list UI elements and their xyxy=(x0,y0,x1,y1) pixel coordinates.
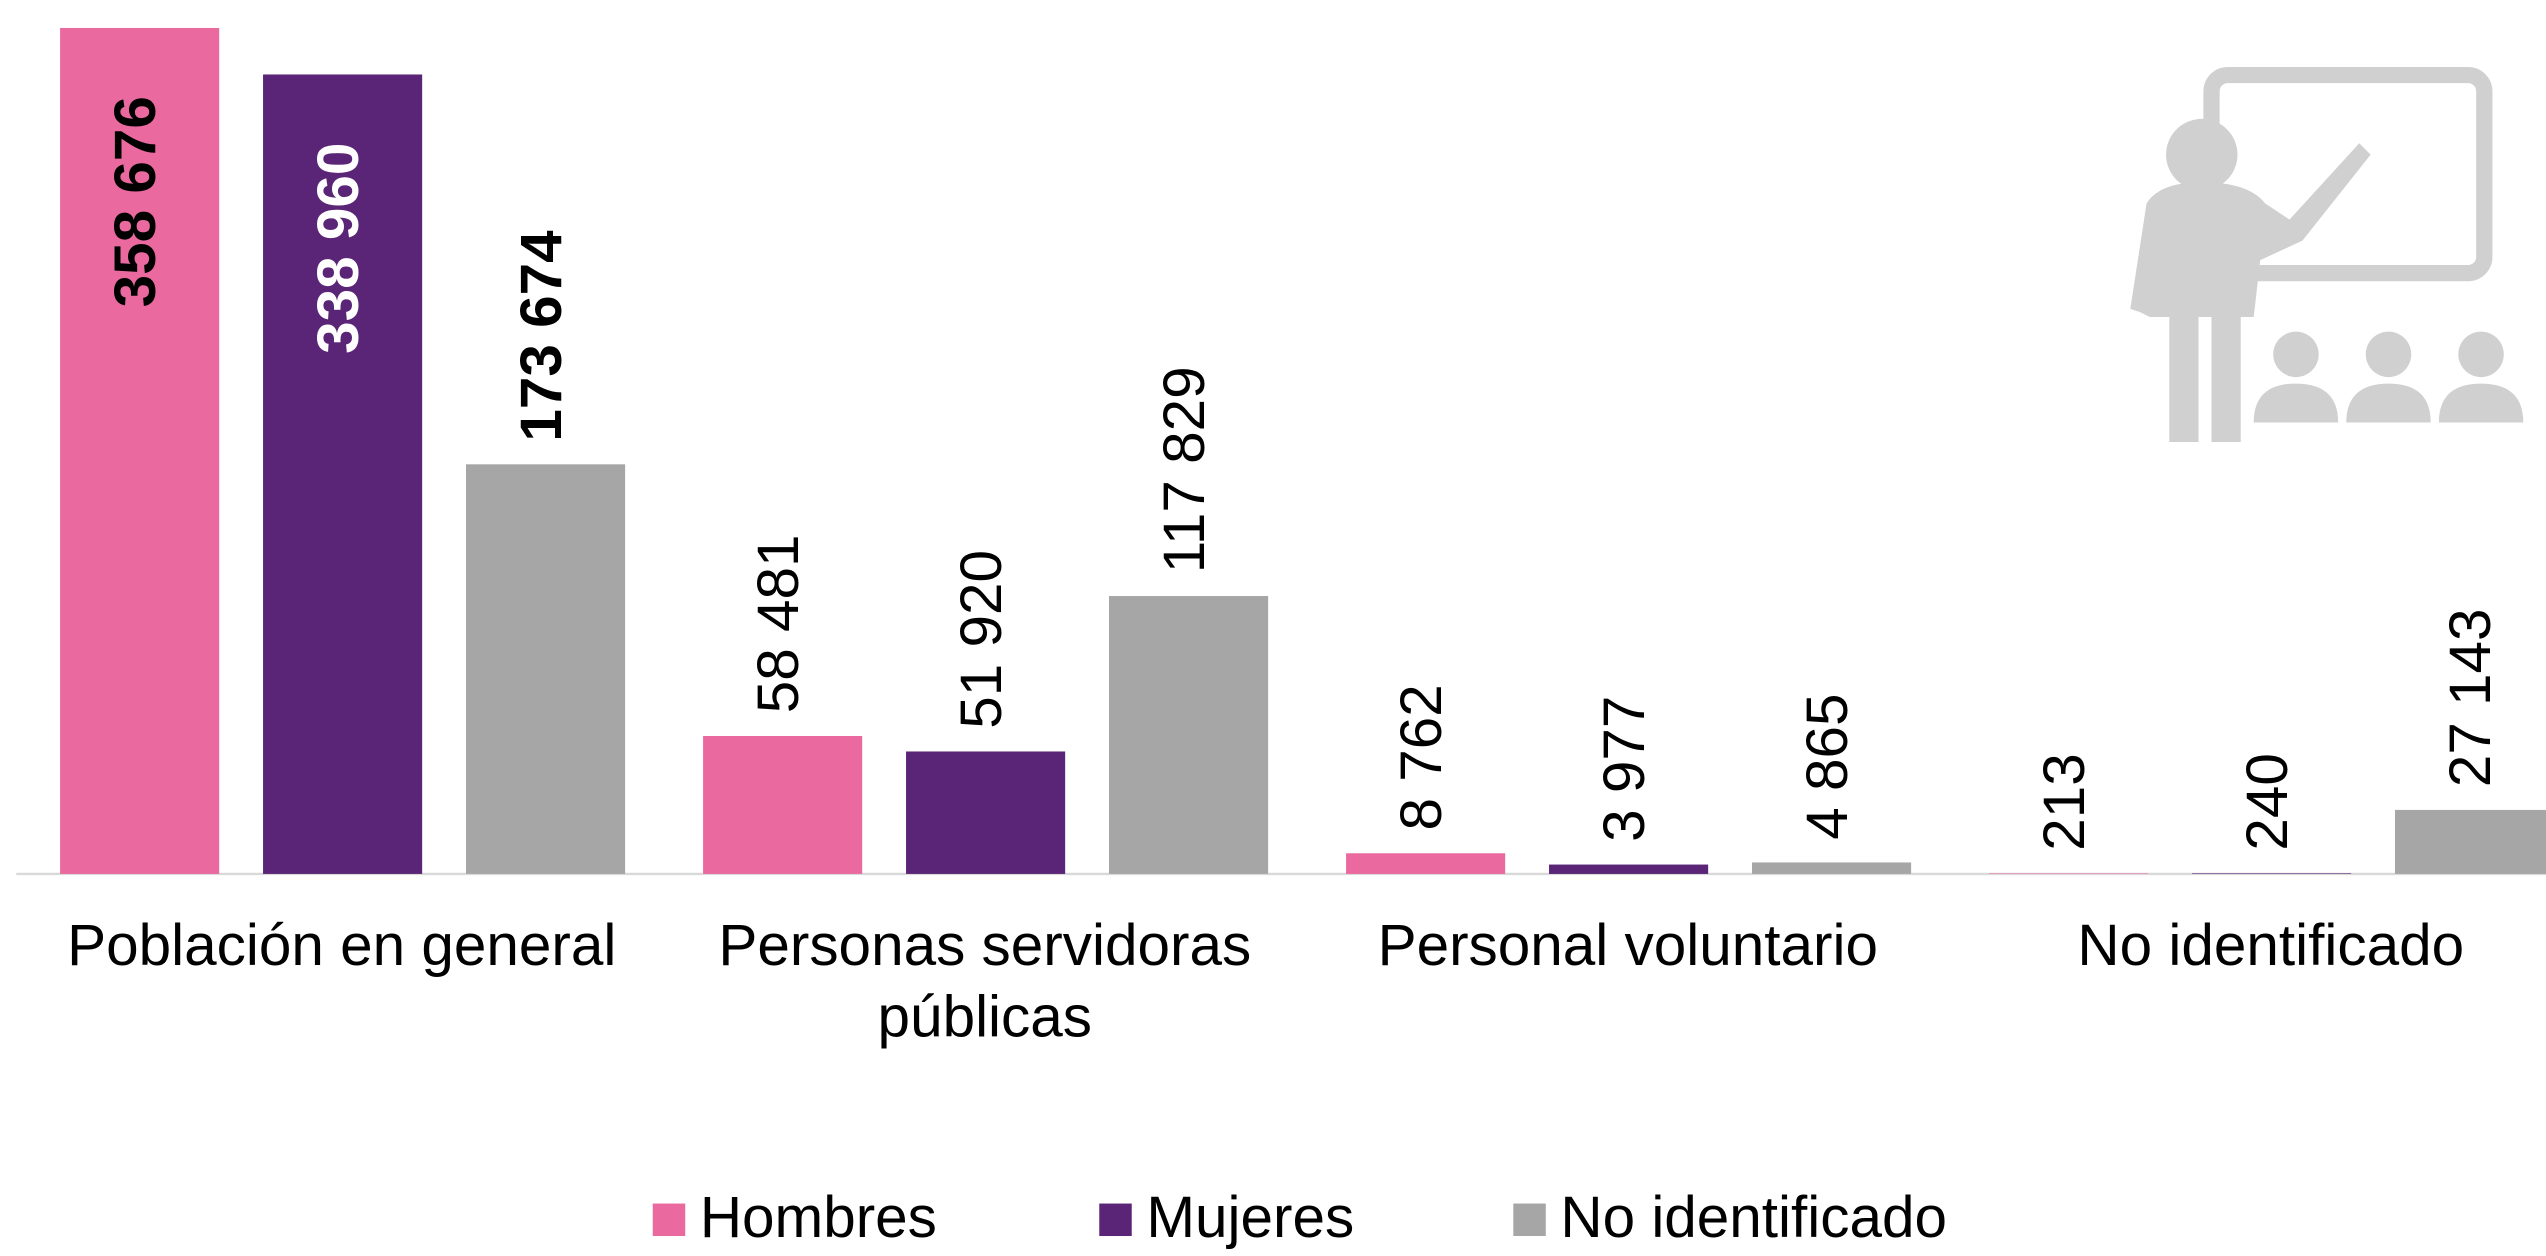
category-label-box: Población en general xyxy=(67,911,617,978)
category-label-box: Personas servidoras públicas xyxy=(718,911,1252,1050)
legend-label: No identificado xyxy=(1560,1185,1947,1250)
bar xyxy=(1989,873,2149,874)
value-label: 338 960 xyxy=(306,143,371,354)
value-label: 58 481 xyxy=(746,535,811,714)
bar xyxy=(2192,873,2352,874)
bar xyxy=(466,464,626,874)
value-label: 8 762 xyxy=(1389,684,1454,830)
x-tick-label: Población en general xyxy=(67,911,617,978)
bar xyxy=(1751,862,1912,874)
bar xyxy=(263,74,423,874)
bar xyxy=(703,735,863,874)
x-tick-label: No identificado xyxy=(2077,911,2465,978)
bar xyxy=(1109,596,1269,874)
value-label: 240 xyxy=(2235,753,2300,851)
teacher-icon xyxy=(2130,66,2524,443)
value-label: 27 143 xyxy=(2438,608,2503,787)
value-label: 213 xyxy=(2032,753,2097,851)
legend-swatch xyxy=(1099,1203,1132,1237)
x-tick-label: Personas servidoras públicas xyxy=(718,911,1252,1050)
bar xyxy=(1549,864,1709,874)
value-label: 173 674 xyxy=(509,230,574,442)
legend-swatch xyxy=(652,1203,686,1237)
bar xyxy=(2394,809,2546,874)
x-tick-label: Personal voluntario xyxy=(1377,911,1878,978)
legend-swatch xyxy=(1513,1203,1546,1237)
bar xyxy=(906,751,1066,874)
value-label: 4 865 xyxy=(1795,693,1860,839)
category-label-box: Personal voluntario xyxy=(1377,911,1878,978)
value-label: 117 829 xyxy=(1152,366,1217,573)
value-label: 358 676 xyxy=(103,96,168,307)
value-label: 3 977 xyxy=(1592,696,1657,842)
bar xyxy=(60,27,220,874)
value-label: 51 920 xyxy=(949,550,1014,729)
bar xyxy=(1346,853,1506,874)
legend-label: Hombres xyxy=(700,1185,937,1250)
legend-label: Mujeres xyxy=(1146,1185,1354,1250)
category-label-box: No identificado xyxy=(2077,911,2465,978)
